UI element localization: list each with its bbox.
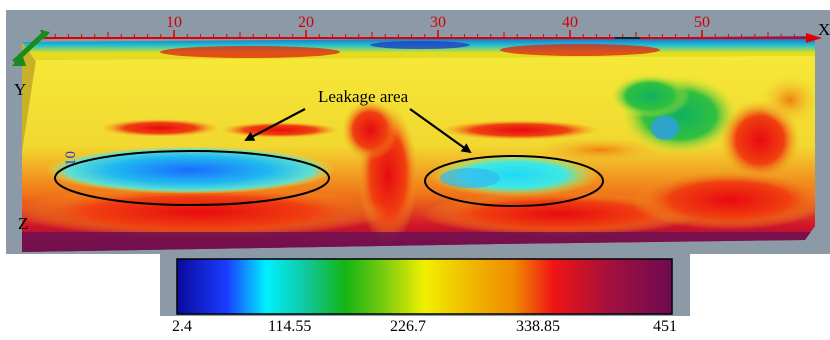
x-tick-label-30: 30 [430,14,446,31]
colorbar-bar [176,258,673,315]
x-axis-letter: X [818,20,830,39]
colorbar-labels-bg [160,316,690,340]
x-tick-label-20: 20 [298,14,314,31]
z-axis-letter: Z [18,214,29,233]
colorbar-label-q1: 114.55 [268,318,312,335]
x-axis-arrowhead [806,33,822,43]
annotation-label: Leakage area [318,87,409,106]
leakage-zone-left [54,150,330,206]
top-blue-patch [370,41,470,49]
top-red-patch-2 [500,44,660,56]
top-red-patch-1 [160,46,340,58]
colorbar-label-q3: 338.85 [516,318,560,335]
front-face [22,56,815,252]
annotation-arrow-left [244,108,306,141]
x-tick-label-10: 10 [166,14,182,31]
x-tick-label-50: 50 [694,14,710,31]
colorbar-label-mid: 226.7 [390,318,426,335]
leakage-zone-right [424,155,604,207]
x-tick-label-40: 40 [562,14,578,31]
colorbar-label-min: 2.4 [172,318,192,335]
annotation-arrow-right [409,108,472,154]
colorbar-label-max: 451 [653,318,677,335]
origin-marker [12,30,50,66]
y-axis-letter: Y [14,80,27,99]
x-axis [40,30,822,43]
